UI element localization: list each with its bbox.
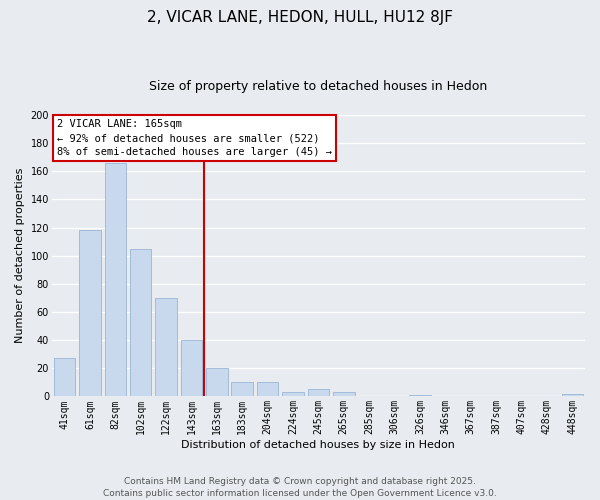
Title: Size of property relative to detached houses in Hedon: Size of property relative to detached ho… <box>149 80 488 93</box>
Bar <box>181 340 202 396</box>
Bar <box>282 392 304 396</box>
Bar <box>130 248 151 396</box>
Text: Contains HM Land Registry data © Crown copyright and database right 2025.
Contai: Contains HM Land Registry data © Crown c… <box>103 476 497 498</box>
Bar <box>104 163 126 396</box>
Bar <box>562 394 583 396</box>
Bar <box>257 382 278 396</box>
X-axis label: Distribution of detached houses by size in Hedon: Distribution of detached houses by size … <box>181 440 455 450</box>
Bar <box>409 395 431 396</box>
Bar <box>333 392 355 396</box>
Bar <box>79 230 101 396</box>
Y-axis label: Number of detached properties: Number of detached properties <box>15 168 25 344</box>
Bar <box>232 382 253 396</box>
Bar <box>308 390 329 396</box>
Text: 2, VICAR LANE, HEDON, HULL, HU12 8JF: 2, VICAR LANE, HEDON, HULL, HU12 8JF <box>147 10 453 25</box>
Bar <box>155 298 177 396</box>
Bar <box>54 358 76 397</box>
Bar <box>206 368 227 396</box>
Text: 2 VICAR LANE: 165sqm
← 92% of detached houses are smaller (522)
8% of semi-detac: 2 VICAR LANE: 165sqm ← 92% of detached h… <box>57 119 332 157</box>
